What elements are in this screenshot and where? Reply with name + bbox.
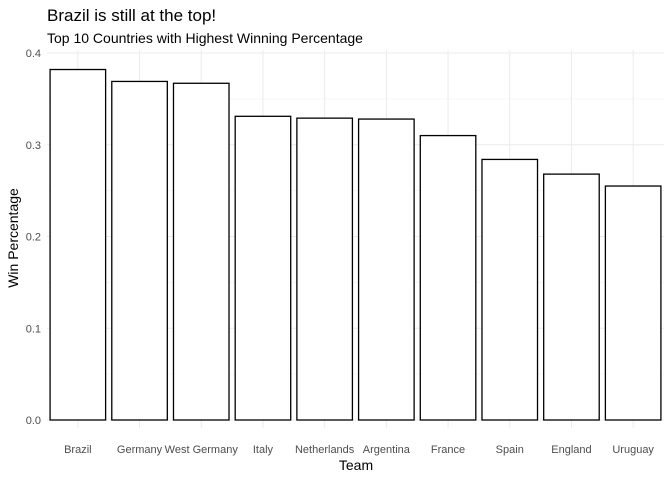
bar-west-germany [172,82,230,421]
bar-spain [481,158,539,421]
y-tick-label: 0.4 [26,48,41,60]
y-axis-ticks: 0.0 0.1 0.2 0.3 0.4 [26,48,41,427]
bar-england [543,173,600,421]
bar-netherlands [296,117,354,421]
chart-title: Brazil is still at the top! [47,6,216,25]
bar-brazil [49,68,107,421]
x-tick-label: Italy [253,444,274,456]
x-axis-ticks: Brazil Germany West Germany Italy Netherland… [64,444,654,456]
bar-france [419,134,477,421]
x-axis-title: Team [339,457,373,473]
bars [49,68,662,421]
x-tick-label: France [431,444,465,456]
bar-uruguay [604,185,662,421]
y-tick-label: 0.1 [26,323,41,335]
x-tick-label: England [551,444,591,456]
x-tick-label: Germany [117,444,163,456]
x-tick-label: Netherlands [295,444,355,456]
bar-germany [111,80,168,421]
bar-argentina [357,118,415,421]
x-tick-label: Uruguay [612,444,654,456]
y-tick-label: 0.3 [26,140,41,152]
bar-italy [234,115,292,421]
y-tick-label: 0.2 [26,232,41,244]
x-tick-label: Spain [496,444,524,456]
x-tick-label: Brazil [64,444,92,456]
y-tick-label: 0.0 [26,415,41,427]
x-tick-label: Argentina [363,444,411,456]
x-tick-label: West Germany [165,444,239,456]
chart-subtitle: Top 10 Countries with Highest Winning Pe… [47,30,363,46]
y-axis-title: Win Percentage [5,188,21,288]
